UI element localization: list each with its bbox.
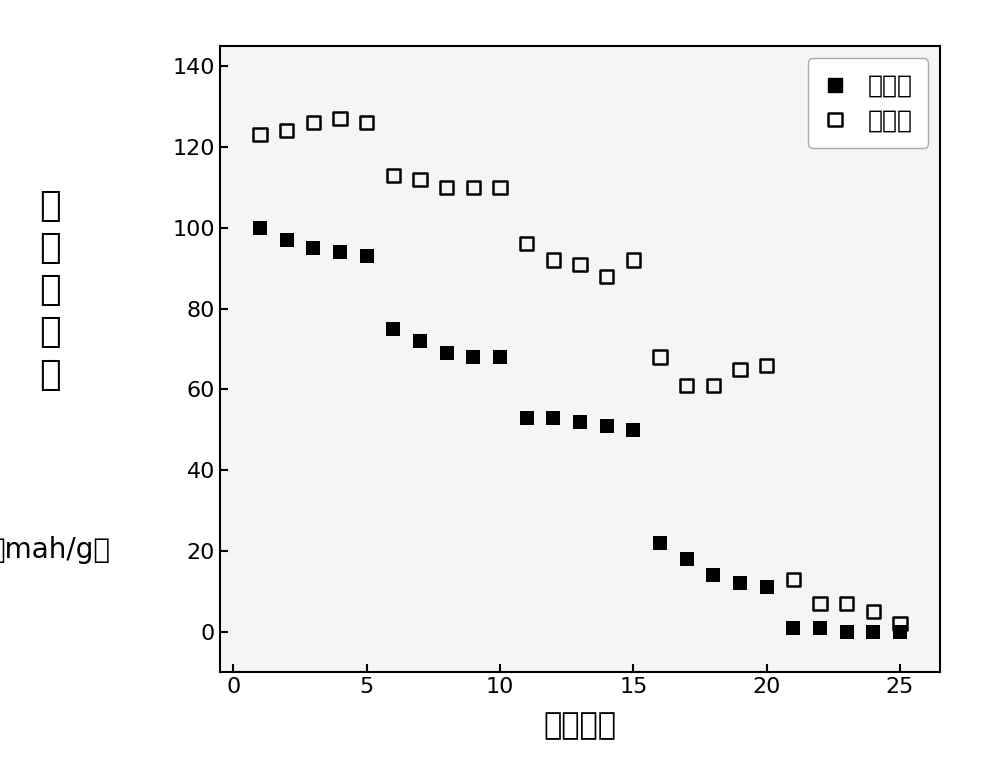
Point (839, 626, 855, 638)
Point (305, 117, 321, 129)
Point (332, 112, 348, 125)
Point (519, 238, 535, 250)
Point (839, 597, 855, 610)
Point (439, 181, 455, 193)
X-axis label: 循环圈数: 循环圈数 (544, 711, 616, 740)
Point (572, 258, 588, 270)
Point (652, 351, 668, 363)
Point (492, 351, 508, 363)
Point (679, 553, 695, 565)
Point (705, 569, 721, 581)
Legend: 无掺杂, 馒掺杂: 无掺杂, 馒掺杂 (808, 58, 928, 148)
Point (545, 412, 561, 424)
Point (305, 242, 321, 254)
Point (625, 424, 641, 436)
Point (359, 117, 375, 129)
Point (865, 626, 881, 638)
Point (252, 222, 268, 234)
Point (385, 169, 401, 181)
Point (439, 347, 455, 359)
Point (385, 322, 401, 335)
Point (625, 254, 641, 266)
Point (332, 246, 348, 258)
Point (599, 270, 615, 283)
Point (572, 416, 588, 428)
Point (785, 622, 801, 634)
Text: （mah/g）: （mah/g） (0, 536, 111, 564)
Point (652, 537, 668, 549)
Point (812, 622, 828, 634)
Point (252, 128, 268, 141)
Point (705, 379, 721, 391)
Text: 放
电
比
容
量: 放 电 比 容 量 (39, 189, 61, 391)
Point (412, 173, 428, 186)
Point (732, 578, 748, 590)
Point (359, 250, 375, 262)
Point (492, 181, 508, 193)
Point (279, 234, 295, 246)
Point (732, 363, 748, 375)
Point (465, 181, 481, 193)
Point (812, 597, 828, 610)
Point (759, 359, 775, 371)
Point (279, 125, 295, 137)
Point (679, 379, 695, 391)
Point (892, 618, 908, 630)
Point (892, 626, 908, 638)
Point (785, 573, 801, 585)
Point (865, 606, 881, 618)
Point (519, 412, 535, 424)
Point (545, 254, 561, 266)
Point (465, 351, 481, 363)
Point (599, 419, 615, 432)
Point (412, 335, 428, 347)
Point (759, 581, 775, 594)
